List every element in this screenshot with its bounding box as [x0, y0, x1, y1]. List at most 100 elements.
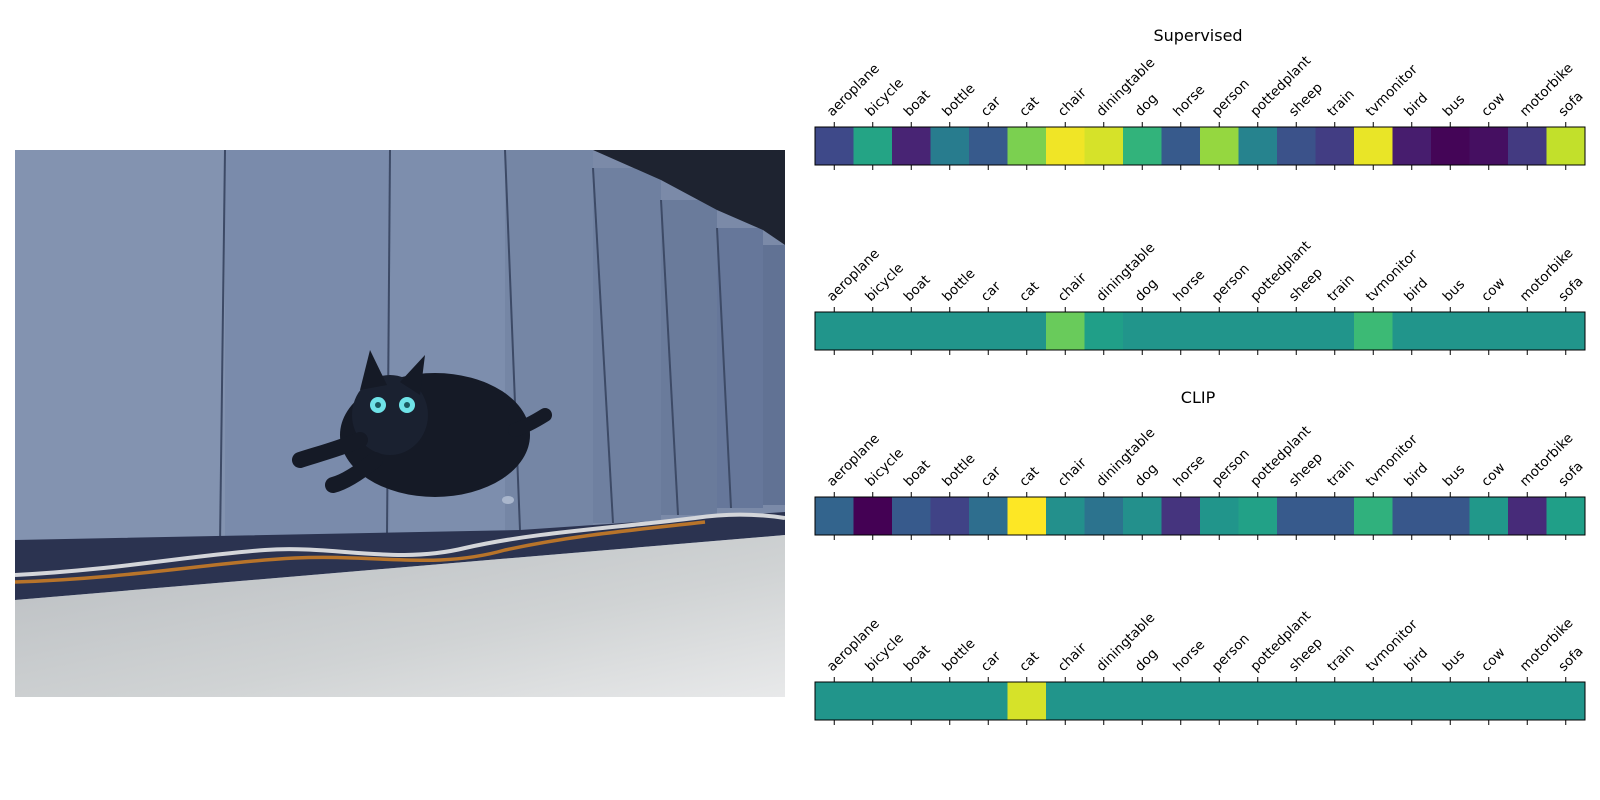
heatmap-cell-cow [1469, 497, 1509, 535]
tick-label-boat: boat [901, 457, 934, 490]
heatmap-frame [814, 311, 1586, 351]
heatmap-cell-cat [1007, 682, 1047, 720]
heatmap-cell-sofa [1546, 127, 1586, 165]
heatmap-cell-bird [1392, 682, 1432, 720]
heatmap-cell-car [969, 497, 1008, 535]
tick-label-bottle: bottle [939, 636, 978, 675]
tick-label-cat: cat [1016, 94, 1042, 120]
heatmap-frame [814, 681, 1586, 721]
tick-label-sofa: sofa [1555, 458, 1586, 489]
heatmap-cell-cow [1469, 312, 1509, 350]
heatmap-cell-cow [1469, 127, 1509, 165]
heatmap-cell-bus [1431, 312, 1470, 350]
heatmap-cell-cat [1007, 497, 1047, 535]
heatmap-cell-horse [1161, 682, 1201, 720]
heatmap-cell-cat [1007, 127, 1047, 165]
heatmap-cell-bird [1392, 312, 1432, 350]
heatmap-cell-chair [1046, 127, 1085, 165]
heatmap-cell-pottedplant [1238, 682, 1278, 720]
tick-label-bus: bus [1440, 276, 1468, 304]
heatmap-cell-person [1200, 312, 1239, 350]
heatmap-cell-dog [1123, 312, 1162, 350]
heatmap-cell-chair [1046, 312, 1085, 350]
heatmap-cell-dog [1123, 127, 1162, 165]
heatmap-cell-train [1315, 497, 1355, 535]
heatmap-cell-bus [1431, 497, 1470, 535]
tick-label-bird: bird [1401, 645, 1431, 675]
cat-on-stairs-photo [15, 150, 785, 697]
tick-label-bird: bird [1401, 460, 1431, 490]
tick-label-dog: dog [1132, 646, 1161, 675]
heatmap-cell-bus [1431, 127, 1470, 165]
heatmap-cell-horse [1161, 497, 1201, 535]
tick-label-boat: boat [901, 87, 934, 120]
tick-label-cat: cat [1016, 649, 1042, 675]
heatmap-cell-aeroplane [815, 127, 854, 165]
heatmap-cell-bird [1392, 497, 1432, 535]
heatmap-cell-motorbike [1508, 312, 1547, 350]
heatmap-cell-tvmonitor [1354, 497, 1393, 535]
heatmap-cell-bicycle [853, 127, 893, 165]
heatmap-cell-bottle [930, 127, 970, 165]
heatmap-cell-horse [1161, 127, 1201, 165]
tick-label-cat: cat [1016, 279, 1042, 305]
tick-label-cow: cow [1478, 645, 1508, 675]
heatmap-cell-bottle [930, 682, 970, 720]
tick-label-car: car [978, 93, 1005, 120]
cat-figure [292, 350, 552, 497]
heatmap-cell-aeroplane [815, 312, 854, 350]
tick-label-chair: chair [1055, 454, 1090, 489]
tick-label-bird: bird [1401, 275, 1431, 305]
heatmap-cell-pottedplant [1238, 127, 1278, 165]
tick-label-car: car [978, 648, 1005, 675]
heatmap-cell-bicycle [853, 497, 893, 535]
heatmap-cell-boat [892, 497, 931, 535]
heatmap-cell-bus [1431, 682, 1470, 720]
heatmap-cell-bottle [930, 497, 970, 535]
tick-label-bus: bus [1440, 91, 1468, 119]
heatmap-cell-pottedplant [1238, 497, 1278, 535]
tick-label-dog: dog [1132, 276, 1161, 305]
heatmap-cell-bicycle [853, 312, 893, 350]
heatmap-cell-sofa [1546, 312, 1586, 350]
tick-label-dog: dog [1132, 461, 1161, 490]
heatmap-cell-boat [892, 312, 931, 350]
heatmap-cell-person [1200, 682, 1239, 720]
heatmap-cell-person [1200, 497, 1239, 535]
heatmap-cell-diningtable [1084, 127, 1124, 165]
heatmap-cell-dog [1123, 497, 1162, 535]
heatmap-cell-motorbike [1508, 682, 1547, 720]
heatmap-cell-train [1315, 127, 1355, 165]
heatmap-cell-bottle [930, 312, 970, 350]
heatmap-cell-tvmonitor [1354, 312, 1393, 350]
tick-label-bus: bus [1440, 461, 1468, 489]
heatmap-cell-motorbike [1508, 127, 1547, 165]
heatmap-cell-chair [1046, 682, 1085, 720]
tick-label-train: train [1324, 456, 1358, 490]
tick-label-horse: horse [1170, 452, 1208, 490]
tick-label-horse: horse [1170, 82, 1208, 120]
tick-label-bird: bird [1401, 90, 1431, 120]
heatmap-cell-train [1315, 312, 1355, 350]
supervised-title: Supervised [1153, 26, 1243, 45]
tick-label-sofa: sofa [1555, 88, 1586, 119]
heatmap-cell-bird [1392, 127, 1432, 165]
tick-label-boat: boat [901, 642, 934, 675]
heatmap-cell-sheep [1277, 312, 1316, 350]
heatmap-cell-train [1315, 682, 1355, 720]
tick-label-cow: cow [1478, 90, 1508, 120]
heatmap-cell-diningtable [1084, 312, 1124, 350]
heatmap-frame [814, 496, 1586, 536]
heatmap-cell-boat [892, 682, 931, 720]
tick-label-train: train [1324, 86, 1358, 120]
heatmap-cell-cow [1469, 682, 1509, 720]
tick-label-chair: chair [1055, 84, 1090, 119]
tick-label-cow: cow [1478, 275, 1508, 305]
tick-label-sofa: sofa [1555, 273, 1586, 304]
tick-label-person: person [1209, 446, 1253, 490]
heatmap-cell-boat [892, 127, 931, 165]
